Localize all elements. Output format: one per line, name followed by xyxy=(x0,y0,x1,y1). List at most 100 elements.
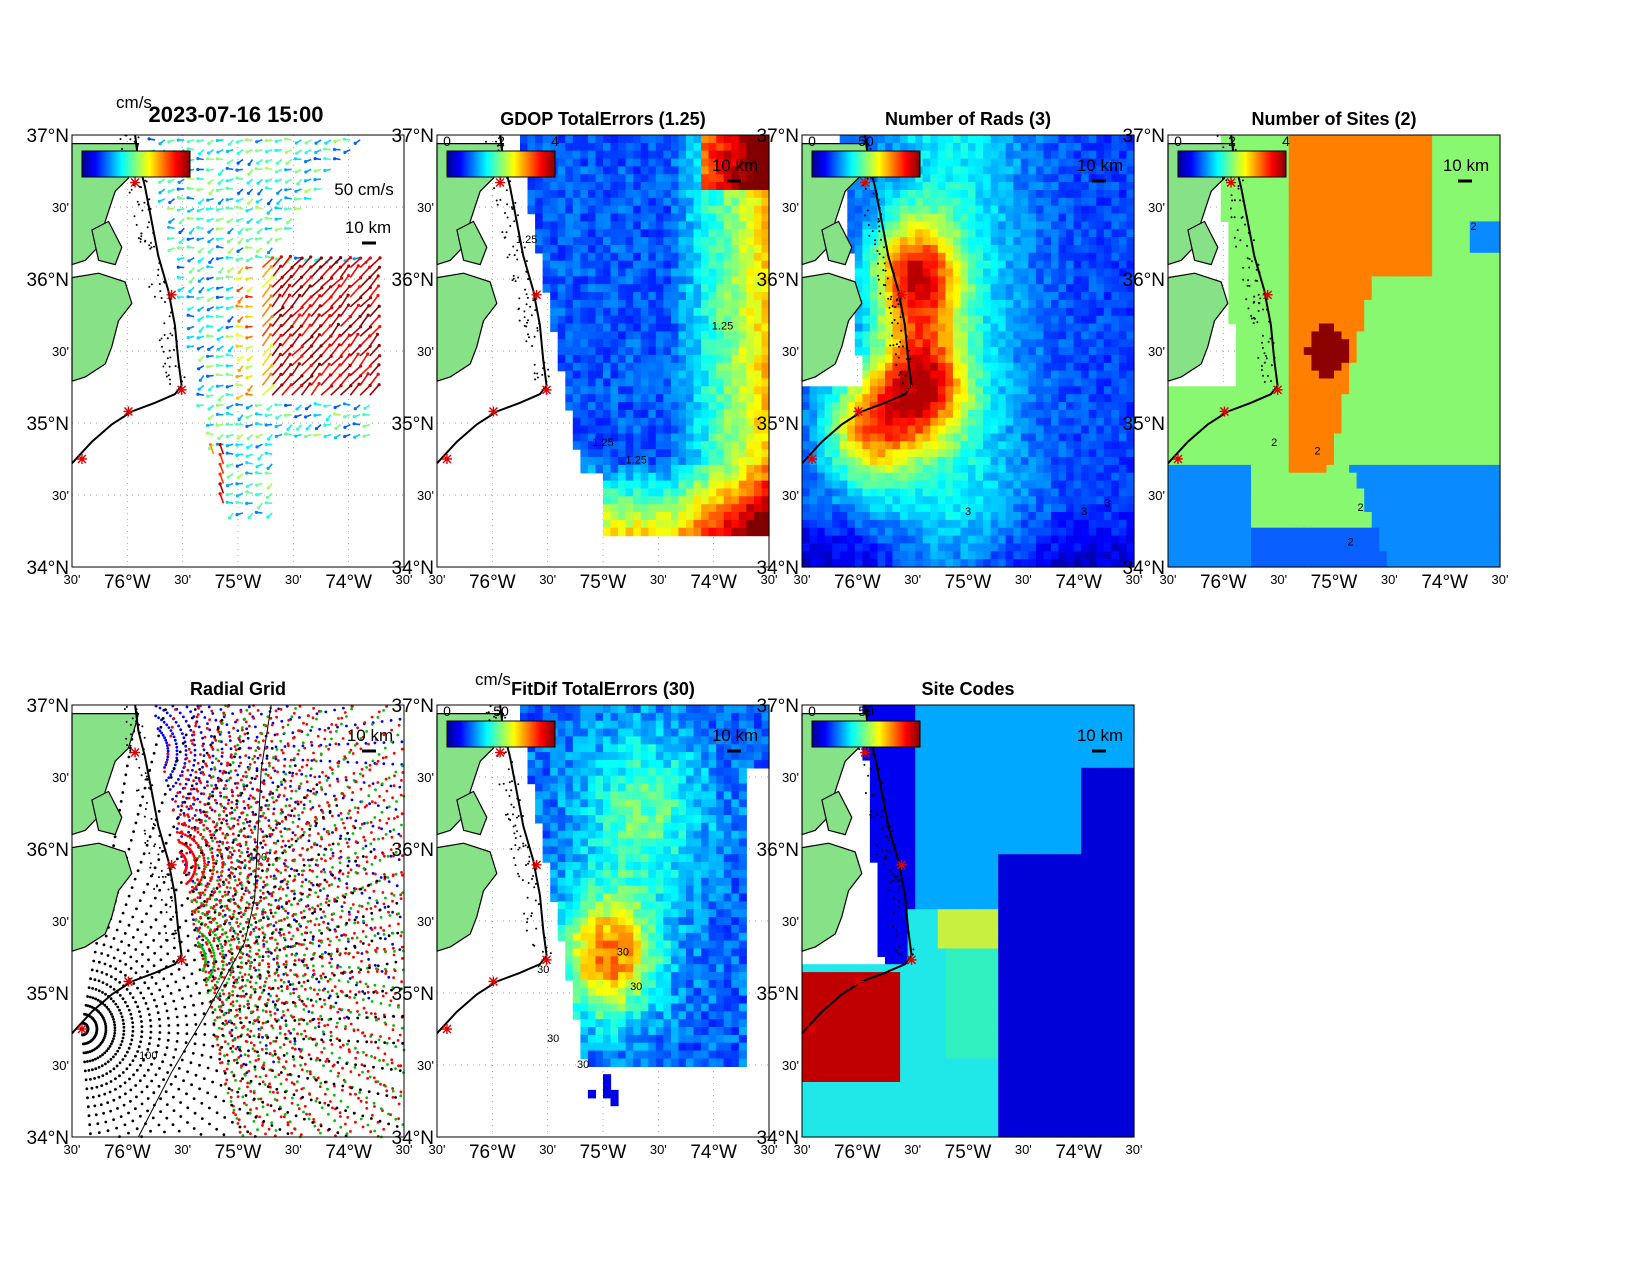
gdop-cell xyxy=(588,198,596,207)
nrads-cell xyxy=(802,434,810,443)
gdop-cell xyxy=(626,135,634,144)
gdop-cell xyxy=(633,284,641,293)
gdop-cell xyxy=(596,135,604,144)
current-vector-head xyxy=(196,404,199,407)
current-vector xyxy=(331,286,339,297)
current-vector-head xyxy=(294,207,297,210)
lon-tick-label: 76°W xyxy=(469,572,516,593)
gdop-cell xyxy=(580,394,588,403)
gdop-cell xyxy=(626,269,634,278)
gdop-cell xyxy=(762,386,770,395)
nrads-cell xyxy=(1044,159,1052,168)
gdop-cell xyxy=(746,449,754,458)
current-vector-head xyxy=(177,188,180,191)
gdop-cell xyxy=(724,143,732,152)
nrads-cell xyxy=(953,190,961,199)
nrads-cell xyxy=(938,198,946,207)
gdop-cell xyxy=(671,418,679,427)
coast-dot xyxy=(547,369,549,371)
gdop-cell xyxy=(686,135,694,144)
nrads-cell xyxy=(840,402,848,411)
nrads-cell xyxy=(1119,339,1127,348)
nrads-cell xyxy=(991,386,999,395)
nrads-cell xyxy=(1044,237,1052,246)
current-vector-head xyxy=(246,376,249,379)
gdop-cell xyxy=(754,347,762,356)
nrads-cell xyxy=(1074,489,1082,498)
gdop-cell xyxy=(709,410,717,419)
gdop-cell xyxy=(626,489,634,498)
nrads-cell xyxy=(991,276,999,285)
radar-site-marker xyxy=(488,406,498,416)
current-vector-head xyxy=(310,295,313,298)
current-vector-head xyxy=(197,269,200,272)
current-vector-head xyxy=(159,142,162,145)
coast-dot xyxy=(528,336,530,338)
nrads-cell xyxy=(1059,159,1067,168)
current-vector-head xyxy=(187,314,190,317)
nrads-cell xyxy=(915,347,923,356)
nrads-cell xyxy=(998,536,1006,545)
nrads-cell xyxy=(862,386,870,395)
gdop-cell xyxy=(746,221,754,230)
nrads-cell xyxy=(915,198,923,207)
current-vector-head xyxy=(148,137,151,140)
nrads-cell xyxy=(878,324,886,333)
nrads-cell xyxy=(1089,473,1097,482)
nrads-cell xyxy=(1021,394,1029,403)
nrads-cell xyxy=(968,276,976,285)
gdop-cell xyxy=(663,143,671,152)
nrads-cell xyxy=(802,489,810,498)
current-vector-head xyxy=(226,423,229,426)
nrads-cell xyxy=(923,166,931,175)
nrads-cell xyxy=(870,528,878,537)
gdop-cell xyxy=(626,386,634,395)
nrads-cell xyxy=(968,457,976,466)
current-vector-head xyxy=(196,393,199,396)
gdop-cell xyxy=(679,237,687,246)
land-area xyxy=(437,273,497,381)
nrads-cell xyxy=(1066,434,1074,443)
gdop-cell xyxy=(596,198,604,207)
current-vector-head xyxy=(216,245,219,248)
nrads-cell xyxy=(976,261,984,270)
nrads-cell xyxy=(930,473,938,482)
nrads-cell xyxy=(998,284,1006,293)
gdop-cell xyxy=(656,229,664,238)
gdop-cell xyxy=(611,410,619,419)
gdop-cell xyxy=(641,143,649,152)
nrads-cell xyxy=(832,418,840,427)
current-vector xyxy=(370,374,378,385)
gdop-cell xyxy=(641,308,649,317)
gdop-cell xyxy=(716,214,724,223)
gdop-cell xyxy=(701,174,709,183)
gdop-cell xyxy=(611,473,619,482)
gdop-cell xyxy=(611,253,619,261)
gdop-cell xyxy=(686,489,694,498)
current-vector-head xyxy=(275,239,278,242)
gdop-cell xyxy=(656,166,664,175)
nrads-cell xyxy=(968,166,976,175)
nrads-cell xyxy=(1111,135,1119,144)
nrads-cell xyxy=(825,410,833,419)
gdop-cell xyxy=(603,261,611,270)
gdop-cell xyxy=(679,284,687,293)
nrads-cell xyxy=(976,206,984,215)
nrads-cell xyxy=(1081,316,1089,325)
nrads-cell xyxy=(870,465,878,474)
nrads-cell xyxy=(915,284,923,293)
current-vector-head xyxy=(304,415,307,418)
nrads-cell xyxy=(1119,449,1127,458)
nrads-cell xyxy=(1089,339,1097,348)
nrads-cell xyxy=(1074,182,1082,191)
coast-dot xyxy=(138,237,140,239)
nrads-cell xyxy=(1036,308,1044,317)
nrads-cell xyxy=(968,449,976,458)
nrads-cell xyxy=(930,151,938,160)
gdop-cell xyxy=(716,135,724,144)
current-vector-head xyxy=(265,501,268,504)
gdop-cell xyxy=(686,245,694,254)
nrads-cell xyxy=(862,543,870,552)
gdop-cell xyxy=(679,496,687,505)
gdop-cell xyxy=(565,198,573,207)
